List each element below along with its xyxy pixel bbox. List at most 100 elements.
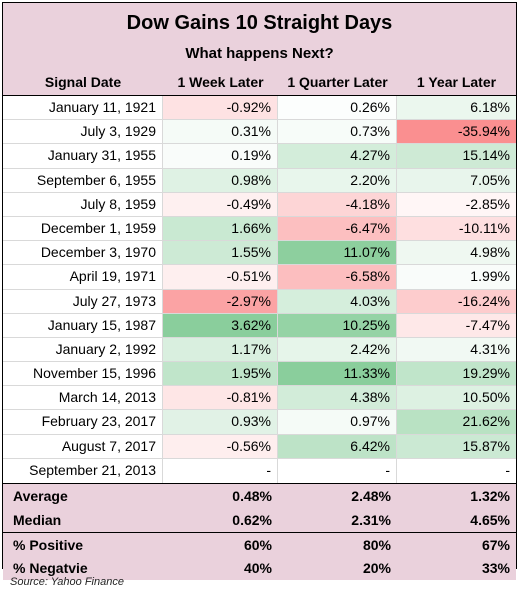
quarter-value-cell: 4.38% <box>278 386 397 410</box>
signal-date-cell: December 3, 1970 <box>3 241 163 265</box>
column-header-1-quarter: 1 Quarter Later <box>287 74 388 90</box>
summary-week-value: 0.48% <box>232 488 272 504</box>
signal-date-cell: July 3, 1929 <box>3 120 163 144</box>
summary-label: % Negatvie <box>13 560 88 576</box>
signal-date-cell: January 11, 1921 <box>3 96 163 120</box>
summary-year-value: 33% <box>481 560 510 576</box>
table-row: July 8, 1959 -0.49% -4.18% -2.85% <box>3 192 516 217</box>
table-row: December 1, 1959 1.66% -6.47% -10.11% <box>3 216 516 242</box>
week-value-cell: 0.98% <box>163 168 278 192</box>
summary-row: % Negatvie 40% 20% 33% <box>3 556 516 580</box>
summary-quarter-value: 2.48% <box>351 488 391 504</box>
summary-quarter-value: 80% <box>362 537 391 553</box>
year-value-cell: -10.11% <box>397 216 516 241</box>
week-value-cell: 0.93% <box>163 410 278 434</box>
year-value-cell: 19.29% <box>397 362 516 386</box>
table-row: July 27, 1973 -2.97% 4.03% -16.24% <box>3 289 516 314</box>
year-value-cell: - <box>505 461 510 478</box>
quarter-value-cell: - <box>278 458 397 483</box>
week-value-cell: 1.55% <box>163 241 278 265</box>
table-row: February 23, 2017 0.93% 0.97% 21.62% <box>3 410 516 435</box>
signal-date-cell: September 6, 1955 <box>3 168 163 192</box>
table-row: September 21, 2013- - - <box>3 458 516 483</box>
summary-row: Average 0.48% 2.48% 1.32% <box>3 484 516 508</box>
signal-date-cell: July 8, 1959 <box>3 192 163 216</box>
summary-row: % Positive 60% 80% 67% <box>3 532 516 556</box>
signal-date-cell: February 23, 2017 <box>3 410 163 434</box>
year-value-cell: 15.14% <box>397 144 516 168</box>
table-header: Dow Gains 10 Straight Days What happens … <box>3 3 516 96</box>
summary-label: Average <box>13 488 68 504</box>
signal-date-cell: March 14, 2013 <box>3 386 163 410</box>
signal-date-cell: August 7, 2017 <box>3 434 163 458</box>
table-row: April 19, 1971 -0.51% -6.58% 1.99% <box>3 265 516 290</box>
column-headers: Signal Date 1 Week Later 1 Quarter Later… <box>3 71 516 93</box>
quarter-value-cell: 10.25% <box>278 313 397 337</box>
table-row: December 3, 1970 1.55% 11.07% 4.98% <box>3 241 516 266</box>
summary-week-value: 60% <box>243 537 272 553</box>
week-value-cell: -0.49% <box>163 192 278 216</box>
year-value-cell: 4.31% <box>397 337 516 362</box>
signal-date-cell: April 19, 1971 <box>3 265 163 289</box>
signal-date-cell: November 15, 1996 <box>3 362 163 386</box>
column-header-signal-date: Signal Date <box>44 74 122 90</box>
summary-row: Median 0.62% 2.31% 4.65% <box>3 508 516 532</box>
quarter-value-cell: 0.73% <box>278 120 397 144</box>
week-value-cell: 1.17% <box>163 337 278 362</box>
week-value-cell: -0.81% <box>163 386 278 410</box>
year-value-cell: 15.87% <box>397 434 516 458</box>
summary-rows: Average 0.48% 2.48% 1.32% Median 0.62% 2.31% 4.… <box>3 483 516 580</box>
week-value-cell: -0.51% <box>163 265 278 289</box>
year-value-cell: -7.47% <box>397 313 516 337</box>
week-value-cell: 1.66% <box>163 216 278 241</box>
summary-week-value: 40% <box>243 560 272 576</box>
quarter-value-cell: 6.42% <box>278 434 397 458</box>
column-header-1-year: 1 Year Later <box>416 74 497 90</box>
year-value-cell: 10.50% <box>397 386 516 410</box>
year-value-cell: 4.98% <box>397 241 516 265</box>
table-frame: Dow Gains 10 Straight Days What happens … <box>2 2 517 580</box>
year-value-cell: -2.85% <box>397 192 516 216</box>
signal-date-cell: January 15, 1987 <box>3 313 163 337</box>
quarter-value-cell: 4.27% <box>278 144 397 168</box>
quarter-value-cell: -4.18% <box>278 192 397 216</box>
year-value-cell: -16.24% <box>397 289 516 313</box>
data-rows: January 11, 1921 -0.92% 0.26% 6.18% July 3, … <box>3 96 516 483</box>
table-row: March 14, 2013 -0.81% 4.38% 10.50% <box>3 386 516 411</box>
quarter-value-cell: 11.07% <box>278 241 397 265</box>
week-value-cell: 0.31% <box>163 120 278 144</box>
quarter-value-cell: 11.33% <box>278 362 397 386</box>
table-row: January 15, 1987 3.62% 10.25% -7.47% <box>3 313 516 338</box>
table-subtitle: What happens Next? <box>185 45 334 62</box>
table-row: January 2, 1992 1.17% 2.42% 4.31% <box>3 337 516 363</box>
week-value-cell: -0.92% <box>163 96 278 120</box>
summary-label: % Positive <box>13 537 84 553</box>
quarter-value-cell: 4.03% <box>278 289 397 313</box>
column-header-1-week: 1 Week Later <box>177 74 264 90</box>
summary-year-value: 1.32% <box>470 488 510 504</box>
signal-date-cell: September 21, 2013 <box>3 458 163 483</box>
week-value-cell: - <box>163 458 278 483</box>
summary-year-value: 4.65% <box>470 512 510 528</box>
week-value-cell: -2.97% <box>163 289 278 313</box>
signal-date-cell: July 27, 1973 <box>3 289 163 313</box>
table-row: July 3, 1929 0.31% 0.73% -35.94% <box>3 120 516 145</box>
quarter-value-cell: 2.20% <box>278 168 397 192</box>
week-value-cell: 1.95% <box>163 362 278 386</box>
table-row: January 11, 1921 -0.92% 0.26% 6.18% <box>3 96 516 121</box>
summary-week-value: 0.62% <box>232 512 272 528</box>
week-value-cell: 3.62% <box>163 313 278 337</box>
table-row: January 31, 1955 0.19% 4.27% 15.14% <box>3 144 516 169</box>
year-value-cell: 6.18% <box>397 96 516 120</box>
week-value-cell: 0.19% <box>163 144 278 168</box>
year-value-cell: -35.94% <box>397 120 516 144</box>
table-title: Dow Gains 10 Straight Days <box>126 12 393 34</box>
year-value-cell: 1.99% <box>397 265 516 289</box>
quarter-value-cell: 2.42% <box>278 337 397 362</box>
signal-date-cell: December 1, 1959 <box>3 216 163 241</box>
signal-date-cell: January 31, 1955 <box>3 144 163 168</box>
table-row: September 6, 1955 0.98% 2.20% 7.05% <box>3 168 516 193</box>
year-value-cell: 21.62% <box>397 410 516 434</box>
year-value-cell: 7.05% <box>397 168 516 192</box>
summary-quarter-value: 2.31% <box>351 512 391 528</box>
